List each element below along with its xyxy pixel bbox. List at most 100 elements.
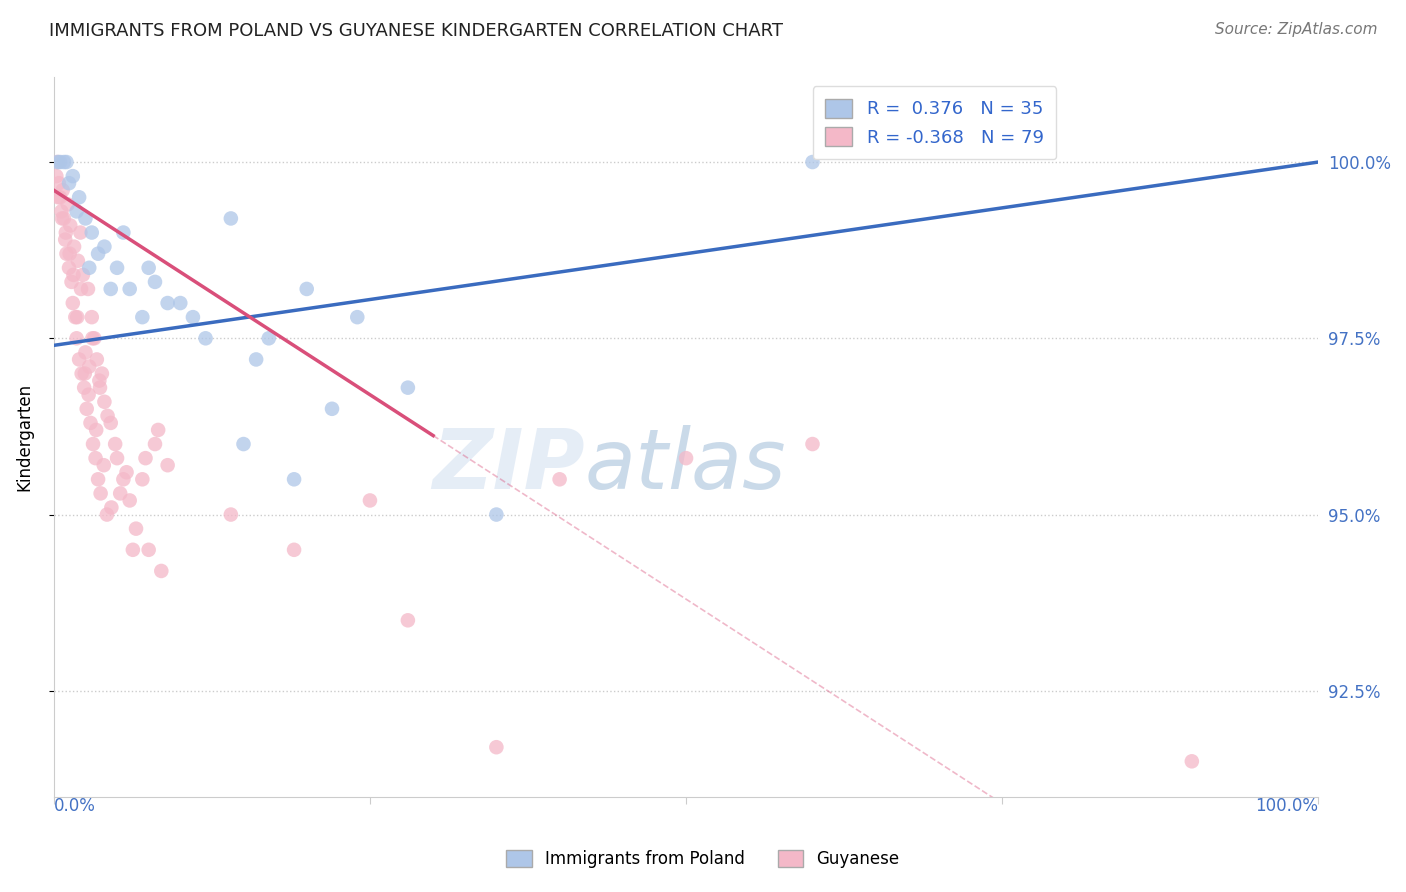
Text: 0.0%: 0.0% <box>53 797 96 814</box>
Point <box>59 246 82 260</box>
Point <box>46 190 69 204</box>
Point <box>76 401 98 416</box>
Point <box>93 394 115 409</box>
Point <box>80 226 103 240</box>
Point <box>100 500 122 515</box>
Point <box>156 296 179 310</box>
Text: atlas: atlas <box>585 425 786 507</box>
Point <box>125 522 148 536</box>
Text: IMMIGRANTS FROM POLAND VS GUYANESE KINDERGARTEN CORRELATION CHART: IMMIGRANTS FROM POLAND VS GUYANESE KINDE… <box>49 22 783 40</box>
Point <box>55 155 77 169</box>
Point <box>112 472 135 486</box>
Point <box>73 367 96 381</box>
Point <box>84 451 107 466</box>
Point <box>69 226 91 240</box>
Point <box>90 367 112 381</box>
Point <box>53 233 76 247</box>
Point <box>52 211 75 226</box>
Point <box>321 401 343 416</box>
Point <box>60 275 83 289</box>
Point <box>67 352 90 367</box>
Point <box>131 472 153 486</box>
Legend: Immigrants from Poland, Guyanese: Immigrants from Poland, Guyanese <box>501 843 905 875</box>
Point <box>346 310 368 325</box>
Point <box>62 268 84 282</box>
Point <box>359 493 381 508</box>
Point <box>801 155 824 169</box>
Point <box>75 211 97 226</box>
Point <box>49 190 72 204</box>
Point <box>63 240 86 254</box>
Point <box>46 155 69 169</box>
Point <box>138 260 160 275</box>
Point <box>46 155 69 169</box>
Point <box>55 226 77 240</box>
Point <box>66 253 89 268</box>
Point <box>96 508 118 522</box>
Point <box>62 296 84 310</box>
Point <box>801 437 824 451</box>
Point <box>219 211 242 226</box>
Point <box>100 282 122 296</box>
Y-axis label: Kindergarten: Kindergarten <box>15 383 32 491</box>
Point <box>82 331 104 345</box>
Point <box>93 458 115 473</box>
Point <box>232 437 254 451</box>
Point <box>295 282 318 296</box>
Point <box>100 416 122 430</box>
Point <box>283 542 305 557</box>
Point <box>89 374 111 388</box>
Point <box>80 310 103 325</box>
Point <box>93 240 115 254</box>
Point <box>79 416 101 430</box>
Point <box>87 472 110 486</box>
Text: Source: ZipAtlas.com: Source: ZipAtlas.com <box>1215 22 1378 37</box>
Point <box>70 367 93 381</box>
Point <box>97 409 120 423</box>
Point <box>675 451 697 466</box>
Point <box>105 451 128 466</box>
Point <box>48 176 70 190</box>
Text: ZIP: ZIP <box>432 425 585 507</box>
Point <box>51 211 73 226</box>
Point <box>65 204 87 219</box>
Point <box>52 155 75 169</box>
Point <box>118 493 141 508</box>
Point <box>89 381 111 395</box>
Point <box>194 331 217 345</box>
Point <box>110 486 132 500</box>
Point <box>396 381 419 395</box>
Point <box>75 345 97 359</box>
Point <box>77 387 100 401</box>
Point <box>65 310 87 325</box>
Point <box>84 423 107 437</box>
Point <box>55 246 77 260</box>
Legend: R =  0.376   N = 35, R = -0.368   N = 79: R = 0.376 N = 35, R = -0.368 N = 79 <box>813 87 1056 160</box>
Point <box>138 542 160 557</box>
Point <box>485 508 508 522</box>
Point <box>104 437 127 451</box>
Point <box>65 331 87 345</box>
Point <box>156 458 179 473</box>
Point <box>245 352 267 367</box>
Point <box>112 226 135 240</box>
Point <box>283 472 305 486</box>
Point <box>45 169 67 183</box>
Point <box>82 437 104 451</box>
Point <box>70 282 93 296</box>
Point <box>77 282 100 296</box>
Point <box>72 268 94 282</box>
Point <box>1181 754 1204 768</box>
Point <box>485 740 508 755</box>
Point <box>87 246 110 260</box>
Point <box>169 296 191 310</box>
Point <box>86 352 108 367</box>
Point <box>105 260 128 275</box>
Point <box>118 282 141 296</box>
Point <box>73 381 96 395</box>
Point <box>219 508 242 522</box>
Point <box>77 359 100 374</box>
Point <box>67 190 90 204</box>
Point <box>58 176 80 190</box>
Point <box>146 423 169 437</box>
